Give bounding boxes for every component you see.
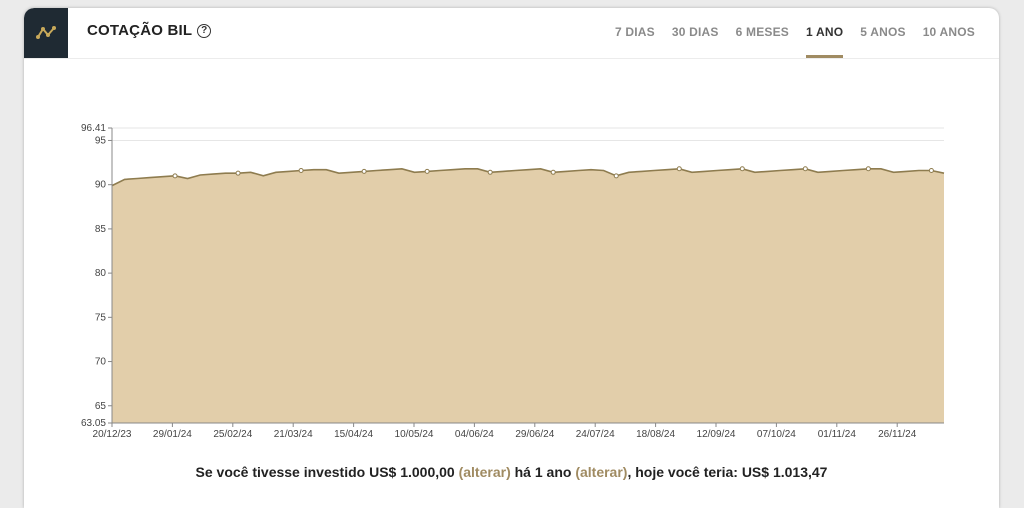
page-title-text: COTAÇÃO BIL (87, 22, 193, 39)
y-tick-label: 65 (95, 401, 107, 412)
price-point[interactable] (865, 166, 871, 172)
x-tick-label: 24/07/24 (576, 429, 615, 440)
x-tick-label: 04/06/24 (455, 429, 494, 440)
period-tabs: 7 DIAS 30 DIAS 6 MESES 1 ANO 5 ANOS 10 ANOS (598, 8, 975, 58)
price-point[interactable] (676, 166, 682, 172)
y-tick-label: 96.41 (81, 123, 106, 134)
y-tick-label: 70 (95, 357, 107, 368)
card-header: COTAÇÃO BIL ? 7 DIAS 30 DIAS 6 MESES 1 ANO 5… (24, 8, 999, 59)
price-point[interactable] (739, 166, 745, 172)
chart-line-icon (24, 8, 68, 58)
tab-5-anos[interactable]: 5 ANOS (860, 25, 906, 39)
change-amount-link[interactable]: (alterar) (458, 464, 511, 480)
x-tick-label: 12/09/24 (697, 429, 736, 440)
x-tick-label: 18/08/24 (636, 429, 675, 440)
chart-line-svg (36, 26, 56, 39)
x-tick-label: 21/03/24 (274, 429, 313, 440)
summary-part1: Se você tivesse investido US$ 1.000,00 (195, 464, 455, 480)
quote-card: COTAÇÃO BIL ? 7 DIAS 30 DIAS 6 MESES 1 ANO 5… (24, 8, 999, 508)
summary-part2: há 1 ano (514, 464, 572, 480)
summary-part3: , hoje você teria: US$ 1.013,47 (627, 464, 828, 480)
price-point[interactable] (424, 168, 430, 174)
y-tick-label: 75 (95, 312, 107, 323)
x-tick-label: 26/11/24 (878, 429, 917, 440)
tab-1-ano[interactable]: 1 ANO (806, 8, 844, 58)
x-tick-label: 29/06/24 (515, 429, 554, 440)
price-point[interactable] (487, 169, 493, 175)
x-tick-label: 25/02/24 (213, 429, 252, 440)
x-tick-label: 01/11/24 (818, 429, 857, 440)
x-tick-label: 15/04/24 (334, 429, 373, 440)
x-tick-label: 07/10/24 (757, 429, 796, 440)
tab-30-dias[interactable]: 30 DIAS (671, 25, 719, 39)
price-point[interactable] (802, 166, 808, 172)
change-period-link[interactable]: (alterar) (575, 464, 628, 480)
price-point[interactable] (361, 168, 367, 174)
price-point[interactable] (550, 169, 556, 175)
page-title: COTAÇÃO BIL ? (87, 22, 212, 39)
x-tick-label: 20/12/23 (93, 429, 132, 440)
price-point[interactable] (613, 173, 619, 179)
y-tick-label: 95 (95, 135, 107, 146)
y-tick-label: 90 (95, 180, 107, 191)
price-point[interactable] (298, 168, 304, 174)
y-tick-label: 63.05 (81, 418, 106, 429)
tab-6-meses[interactable]: 6 MESES (735, 25, 790, 39)
y-tick-label: 80 (95, 268, 107, 279)
tab-10-anos[interactable]: 10 ANOS (922, 25, 975, 39)
price-point[interactable] (172, 173, 178, 179)
y-tick-label: 85 (95, 224, 107, 235)
question-circle-icon[interactable]: ? (197, 23, 212, 38)
price-point[interactable] (928, 168, 934, 174)
x-tick-label: 29/01/24 (153, 429, 192, 440)
price-point[interactable] (235, 170, 241, 176)
price-area (112, 168, 944, 423)
investment-summary: Se você tivesse investido US$ 1.000,00 (… (24, 464, 999, 480)
x-tick-label: 10/05/24 (395, 429, 434, 440)
tab-7-dias[interactable]: 7 DIAS (614, 25, 655, 39)
